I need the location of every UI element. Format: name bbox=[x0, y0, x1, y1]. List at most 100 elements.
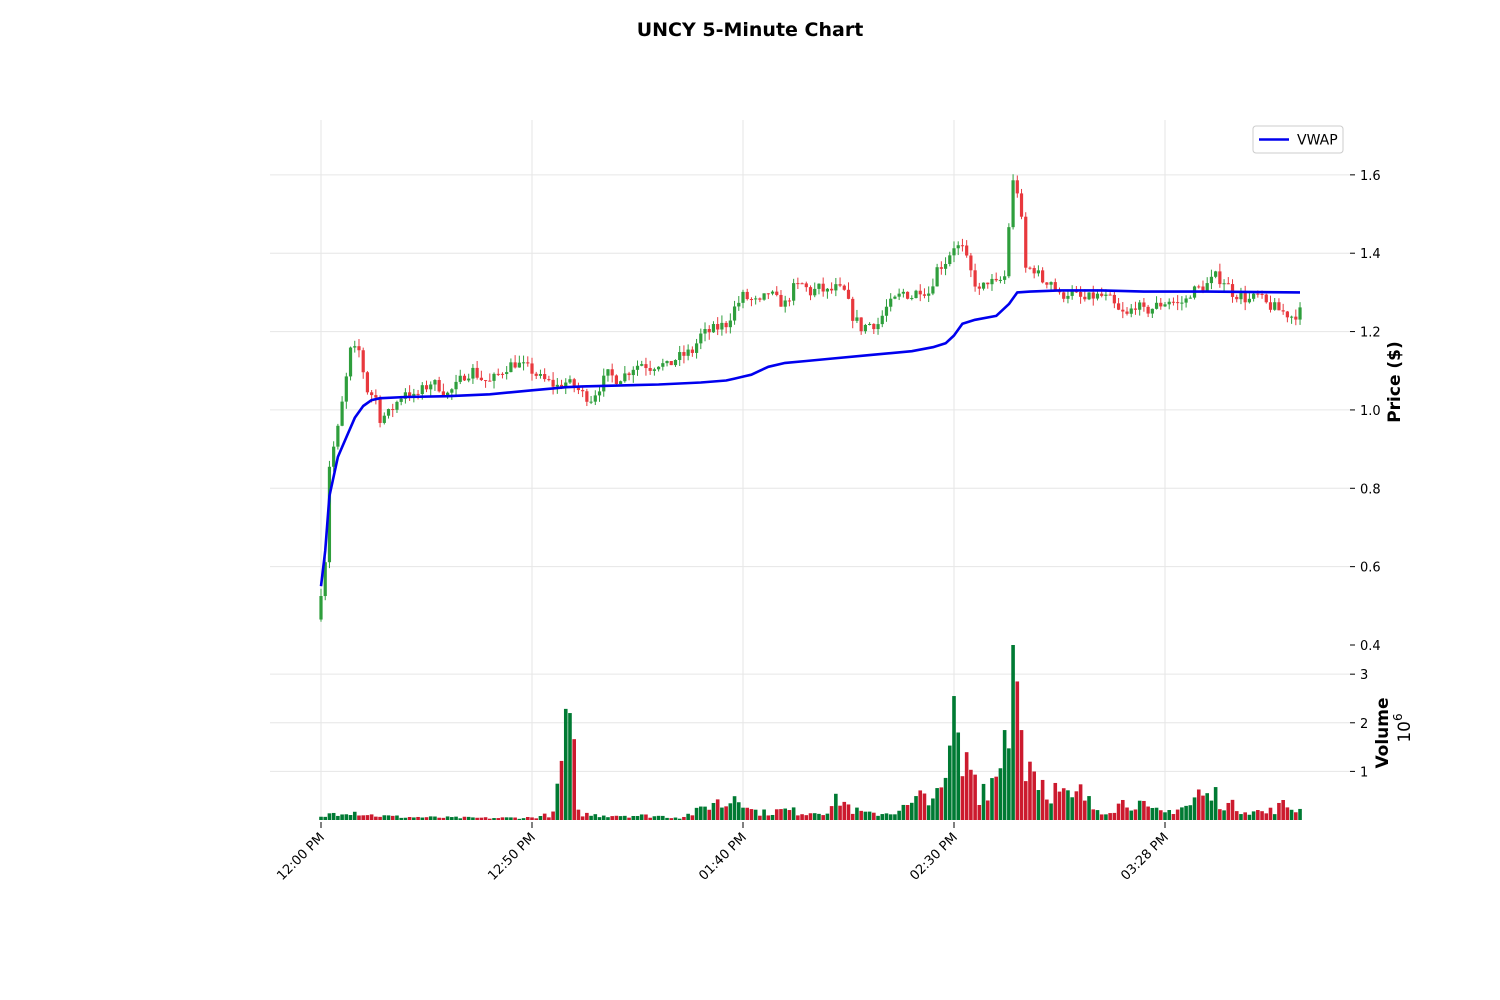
volume-bar bbox=[690, 815, 695, 820]
x-tick-label: 12:50 PM bbox=[485, 830, 538, 883]
candle-body bbox=[1201, 286, 1205, 291]
volume-bar bbox=[336, 815, 340, 820]
candle-body bbox=[631, 369, 635, 376]
candle-body bbox=[990, 278, 994, 285]
volume-bar bbox=[1057, 791, 1062, 820]
volume-bar bbox=[479, 817, 484, 820]
volume-bar bbox=[1239, 814, 1243, 820]
candle-body bbox=[1281, 310, 1285, 312]
volume-bar bbox=[855, 807, 859, 820]
volume-bar bbox=[770, 814, 775, 820]
candle-body bbox=[952, 248, 956, 256]
candle-body bbox=[399, 398, 403, 402]
candle-body bbox=[665, 361, 669, 364]
candle-body bbox=[796, 283, 800, 285]
candle-body bbox=[787, 300, 792, 302]
candle-body bbox=[610, 369, 614, 376]
candle-body bbox=[446, 392, 450, 396]
candle-body bbox=[1264, 294, 1268, 303]
volume-bar bbox=[850, 813, 855, 820]
volume-bar bbox=[610, 816, 614, 820]
candle-body bbox=[450, 389, 454, 393]
legend-vwap-label: VWAP bbox=[1297, 133, 1338, 149]
volume-bar bbox=[1196, 789, 1201, 820]
candle-body bbox=[830, 288, 834, 291]
candle-body bbox=[1133, 308, 1138, 310]
candle-body bbox=[403, 392, 407, 399]
candle-body bbox=[960, 245, 965, 247]
volume-bar bbox=[644, 814, 648, 820]
volume-bar bbox=[352, 811, 357, 820]
volume-bar bbox=[1272, 814, 1277, 820]
candle-body bbox=[416, 393, 420, 395]
candle-body bbox=[804, 283, 808, 288]
volume-bar bbox=[842, 801, 847, 820]
x-tick-label: 03:28 PM bbox=[1118, 830, 1171, 883]
candle-body bbox=[1235, 296, 1239, 300]
volume-bar bbox=[639, 814, 644, 820]
candle-body bbox=[1197, 286, 1201, 288]
candle-body bbox=[716, 324, 720, 330]
volume-bar bbox=[1036, 790, 1041, 820]
x-tick-label: 02:30 PM bbox=[907, 830, 960, 883]
volume-bar bbox=[538, 816, 543, 820]
volume-bar bbox=[1213, 787, 1218, 820]
volume-bar bbox=[403, 817, 408, 820]
candle-body bbox=[635, 365, 640, 370]
candle-body bbox=[1294, 316, 1298, 320]
candle-body bbox=[479, 377, 483, 381]
candle-body bbox=[1163, 304, 1167, 307]
candle-body bbox=[986, 282, 990, 285]
candle-body bbox=[1019, 193, 1024, 217]
candle-body bbox=[901, 291, 905, 294]
volume-bar bbox=[1205, 793, 1209, 820]
candle-body bbox=[855, 317, 859, 321]
volume-bar bbox=[576, 809, 581, 820]
volume-bar bbox=[623, 815, 627, 820]
volume-bar bbox=[580, 816, 585, 820]
volume-bar bbox=[614, 815, 619, 820]
candle-body bbox=[1104, 294, 1108, 296]
candle-body bbox=[682, 352, 686, 356]
volume-bar bbox=[340, 814, 344, 820]
volume-bar bbox=[1298, 808, 1302, 820]
candle-body bbox=[386, 409, 391, 416]
candle-body bbox=[779, 294, 783, 307]
candle-body bbox=[876, 324, 880, 330]
volume-bar bbox=[935, 788, 939, 820]
volume-bar bbox=[1277, 802, 1281, 820]
price-tick-label: 1.0 bbox=[1360, 404, 1381, 419]
candle-body bbox=[699, 333, 703, 344]
svg-text:106: 106 bbox=[1391, 713, 1415, 742]
volume-bar bbox=[382, 815, 387, 820]
volume-bar bbox=[728, 803, 733, 820]
candle-body bbox=[1070, 291, 1074, 296]
volume-bar bbox=[420, 817, 425, 820]
candle-body bbox=[905, 291, 910, 299]
candle-body bbox=[762, 293, 766, 300]
volume-bar bbox=[559, 760, 564, 820]
volume-bar bbox=[441, 817, 446, 820]
candle-body bbox=[711, 324, 716, 333]
volume-bar bbox=[910, 802, 914, 820]
volume-bar bbox=[969, 769, 973, 820]
candle-body bbox=[889, 298, 893, 307]
candle-body bbox=[492, 373, 496, 381]
candle-body bbox=[1121, 309, 1125, 312]
volume-bar bbox=[1260, 811, 1264, 820]
volume-bar bbox=[779, 809, 783, 820]
volume-bar bbox=[834, 793, 838, 820]
candle-body bbox=[1239, 293, 1243, 300]
candle-body bbox=[433, 380, 437, 385]
volume-bar bbox=[483, 817, 488, 820]
volume-bar bbox=[1040, 779, 1045, 820]
candle-body bbox=[673, 360, 678, 366]
candle-body bbox=[1154, 302, 1159, 309]
candle-body bbox=[521, 362, 526, 364]
volume-bar bbox=[1125, 807, 1129, 820]
candle-body bbox=[1074, 291, 1078, 293]
candle-body bbox=[627, 373, 631, 376]
volume-bar bbox=[838, 805, 842, 820]
volume-bar bbox=[699, 806, 703, 820]
volume-bar bbox=[1222, 810, 1226, 820]
